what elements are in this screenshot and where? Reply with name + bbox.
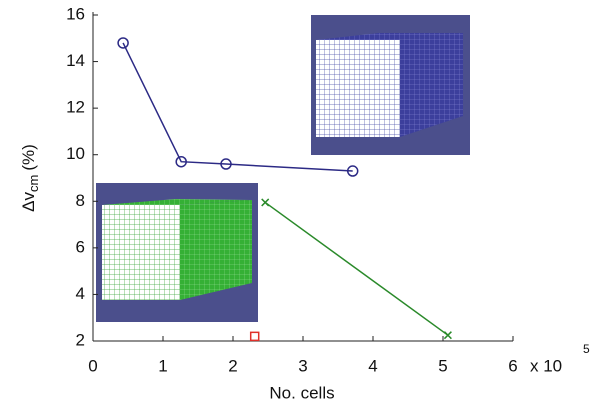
series-line	[265, 202, 448, 335]
y-tick-label: 8	[76, 191, 85, 210]
y-tick-label: 4	[76, 284, 85, 303]
y-tick-label: 10	[66, 144, 85, 163]
y-tick-label: 2	[76, 330, 85, 349]
x-exponent: 5	[583, 342, 590, 356]
x-tick-label: 6	[508, 356, 517, 375]
x-tick-label: 3	[298, 356, 307, 375]
point	[251, 332, 259, 340]
x-tick-label: 0	[88, 356, 97, 375]
inset-green-mesh	[96, 183, 258, 322]
y-label-sub: cm	[26, 175, 41, 192]
x-multiplier: x 10	[530, 356, 562, 375]
y-tick-label: 12	[66, 98, 85, 117]
x-axis-label: No. cells	[269, 383, 334, 402]
y-label-unit: (%)	[19, 144, 38, 170]
x-tick-label: 1	[158, 356, 167, 375]
point	[262, 199, 269, 206]
y-tick-label: 16	[66, 4, 85, 23]
inset-blue-mesh	[311, 15, 470, 155]
y-tick-label: 6	[76, 237, 85, 256]
x-tick-label: 2	[228, 356, 237, 375]
y-tick-label: 14	[66, 51, 85, 70]
x-tick-label: 5	[438, 356, 447, 375]
y-label-main: Δv	[19, 191, 38, 211]
chart: No. cells x 10 5 Δvcm(%) 246810121416012…	[0, 0, 603, 411]
point	[444, 332, 451, 339]
x-tick-label: 4	[368, 356, 377, 375]
y-axis-label: Δvcm (%)	[19, 144, 41, 212]
